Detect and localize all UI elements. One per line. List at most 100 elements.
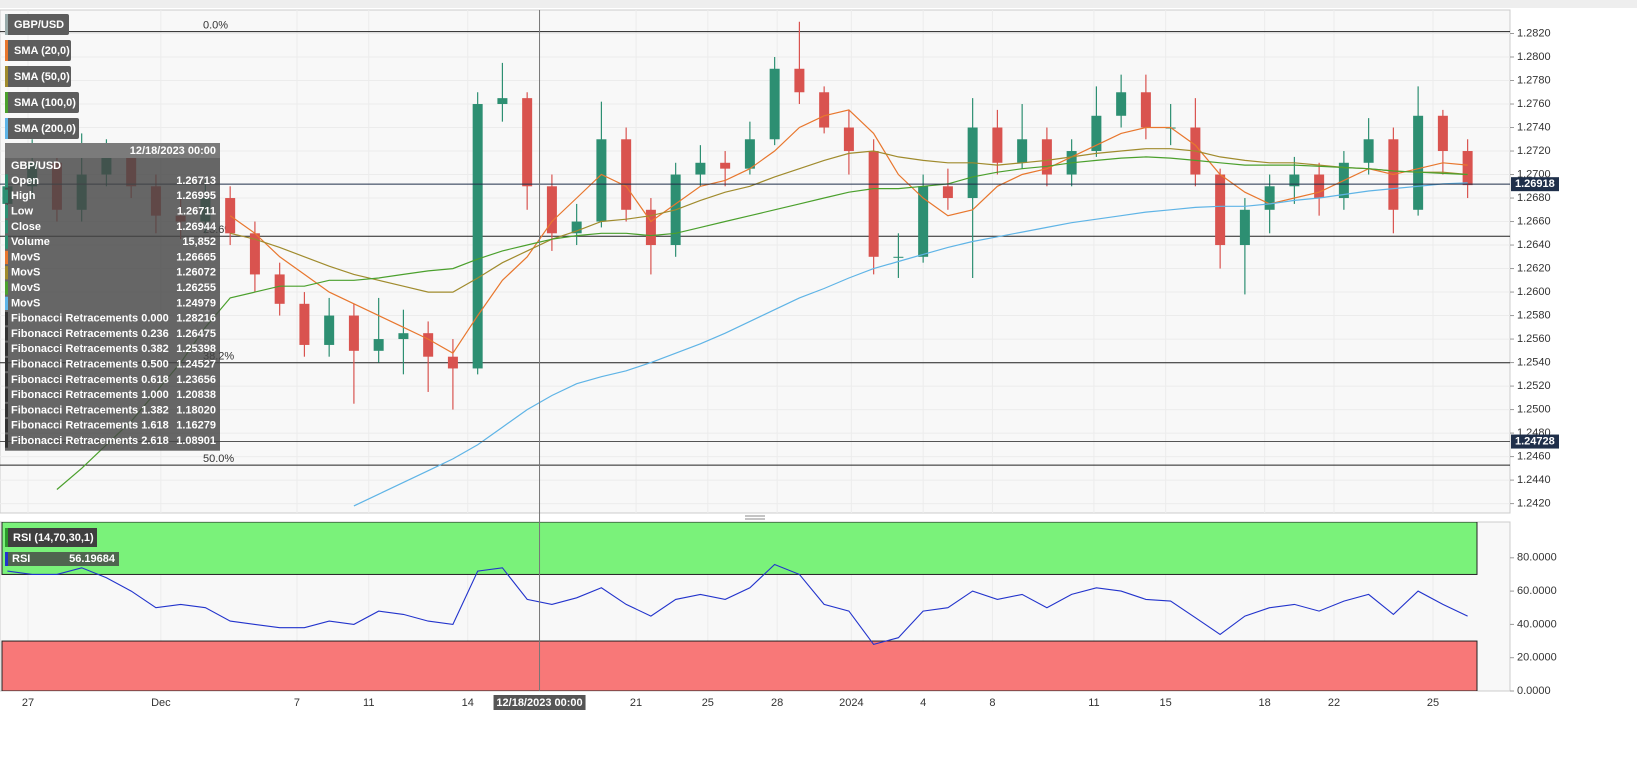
x-tick-label: 28 (771, 697, 783, 709)
sma-line (230, 148, 1468, 293)
data-window-swatch (5, 189, 8, 203)
data-window-swatch (5, 296, 8, 310)
data-window-value: 1.26475 (176, 328, 216, 340)
legend-button[interactable] (5, 118, 79, 139)
legend-label: RSI (14,70,30,1) (13, 532, 94, 544)
legend-button[interactable] (5, 14, 69, 35)
data-window-value: 1.26713 (176, 175, 216, 187)
y-tick-label: 1.2820 (1517, 27, 1551, 39)
oversold-band (1, 640, 1478, 691)
candle-body (720, 162, 731, 169)
candle-body (249, 233, 260, 275)
rsi-readout: 56.19684 (69, 553, 116, 565)
candle-body (769, 68, 780, 140)
y-tick-label: 1.2440 (1517, 474, 1551, 486)
data-window-value: 1.26255 (176, 282, 216, 294)
legend-label: SMA (200,0) (14, 123, 76, 135)
fib-label: 0.0% (203, 20, 228, 32)
x-tick-label: 15 (1160, 697, 1172, 709)
data-window-label: Fibonacci Retracements 0.000 (11, 313, 169, 325)
y-tick-label: 1.2420 (1517, 498, 1551, 510)
y-tick-label: 1.2540 (1517, 356, 1551, 368)
data-window-value: 1.24527 (176, 358, 216, 370)
data-window-swatch (5, 419, 8, 433)
candle-body (546, 186, 557, 234)
data-window-value: 1.26944 (176, 221, 217, 233)
candle-body (1140, 92, 1151, 128)
candle-body (1413, 115, 1424, 210)
data-window-swatch (5, 403, 8, 418)
candle-body (819, 92, 830, 128)
data-window-label: Fibonacci Retracements 1.000 (11, 389, 169, 401)
data-window-value: 1.25398 (176, 343, 216, 355)
legend-label: GBP/USD (14, 19, 64, 31)
data-window-value: 1.20838 (176, 389, 216, 401)
data-window-label: Fibonacci Retracements 1.618 (11, 420, 169, 432)
candle-body (1239, 209, 1250, 246)
candle-body (1041, 139, 1052, 175)
data-window-label: MovS (11, 267, 40, 279)
data-window-body (5, 158, 220, 451)
data-window-swatch (5, 266, 8, 280)
x-tick-label: 25 (702, 697, 714, 709)
legend-swatch (5, 92, 8, 113)
x-tick-label: 14 (462, 697, 474, 709)
price-badge (1511, 434, 1559, 449)
crosshair-time-label: 12/18/2023 00:00 (496, 697, 582, 709)
data-window-label: Fibonacci Retracements 0.618 (11, 374, 169, 386)
data-window-label: Close (11, 221, 41, 233)
rsi-plot (1, 522, 1478, 691)
candle-body (299, 303, 310, 345)
candle-body (621, 139, 632, 210)
data-window-swatch (5, 220, 8, 234)
data-window-swatch (5, 342, 8, 356)
legend-button[interactable] (5, 40, 71, 61)
main-plot: 0.0%23.6%38.2%50.0% (0, 20, 1510, 507)
sma-line (229, 109, 1468, 354)
data-window-symbol: GBP/USD (11, 160, 61, 172)
data-window-label: Open (11, 175, 39, 187)
legend-button[interactable] (5, 92, 79, 113)
data-window-label: MovS (11, 282, 40, 294)
y-tick-label: 1.2640 (1517, 239, 1551, 251)
data-window-swatch (5, 281, 8, 295)
candle-body (571, 221, 582, 234)
data-window-swatch (5, 327, 8, 341)
candle-body (497, 98, 508, 105)
data-window-label: Fibonacci Retracements 0.236 (11, 328, 169, 340)
y-tick-label: 1.2620 (1517, 262, 1551, 274)
x-tick-label: 21 (630, 697, 642, 709)
candle-body (373, 339, 384, 351)
candle-body (522, 98, 533, 187)
y-tick-label: 1.2780 (1517, 74, 1551, 86)
candle-body (472, 104, 483, 369)
data-window-swatch (5, 388, 8, 402)
y-tick-label: 80.0000 (1517, 552, 1557, 564)
legend-swatch (5, 40, 8, 61)
candle-body (1462, 151, 1473, 186)
candle-body (596, 139, 607, 222)
y-tick-label: 1.2520 (1517, 380, 1551, 392)
candle-body (1264, 186, 1275, 210)
main-pane (0, 9, 1511, 514)
data-window-value: 1.26711 (177, 205, 216, 217)
candle-body (423, 333, 434, 357)
candle-body (992, 127, 1003, 163)
data-window-time: 12/18/2023 00:00 (130, 145, 216, 157)
legend-button[interactable] (5, 528, 97, 547)
x-tick-label: Dec (151, 697, 171, 709)
y-tick-label: 1.2460 (1517, 450, 1551, 462)
data-window-label: Fibonacci Retracements 1.382 (11, 404, 169, 416)
data-window-label: Fibonacci Retracements 0.500 (11, 358, 169, 370)
data-window-label: Low (11, 205, 33, 217)
data-window-value: 1.26072 (176, 267, 216, 279)
legend-label: SMA (50,0) (14, 71, 70, 83)
candle-body (1314, 174, 1325, 199)
legend-button[interactable] (5, 66, 71, 87)
legend-swatch (5, 552, 8, 566)
candle-body (225, 198, 236, 234)
pane-divider[interactable] (745, 515, 765, 520)
toolbar (0, 0, 1637, 8)
